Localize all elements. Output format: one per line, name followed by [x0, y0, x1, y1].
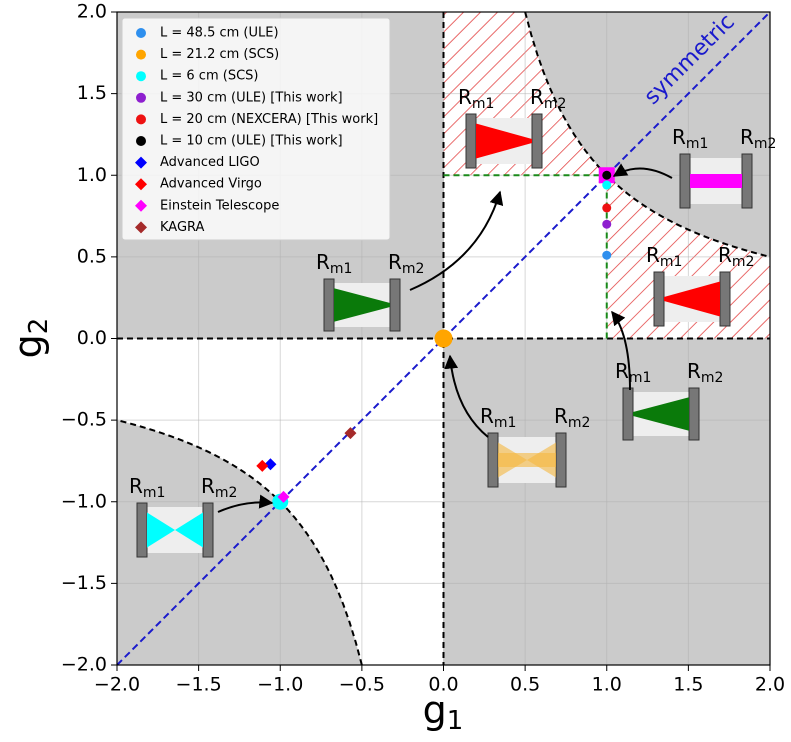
mirror-subscript: m1: [494, 415, 517, 431]
y-axis-label: g2: [6, 318, 54, 359]
mirror-subscript: m2: [732, 254, 755, 270]
legend-label: Advanced LIGO: [160, 155, 260, 170]
mirror-subscript: m2: [402, 261, 425, 277]
x-tick-label: −2.0: [94, 674, 140, 696]
y-axis-subscript: 2: [24, 318, 54, 335]
mirror-subscript: m1: [143, 485, 166, 501]
x-tick-label: −1.5: [176, 674, 222, 696]
mirror-subscript: m1: [629, 370, 652, 386]
x-axis-subscript: 1: [447, 706, 464, 736]
data-point: [602, 220, 611, 229]
y-tick-label: 0.5: [77, 245, 107, 267]
mirror: [488, 433, 498, 487]
mirror: [324, 279, 334, 331]
mirror: [742, 154, 752, 208]
mirror: [680, 154, 690, 208]
x-tick-label: 2.0: [755, 674, 785, 696]
mirror-symbol: R: [530, 85, 544, 109]
mirror-subscript: m1: [686, 136, 709, 152]
x-tick-label: 1.0: [592, 674, 622, 696]
legend-label: Einstein Telescope: [160, 198, 279, 213]
mirror: [689, 388, 699, 440]
legend-label: L = 20 cm (NEXCERA) [This work]: [160, 112, 378, 127]
mirror: [203, 503, 213, 557]
y-tick-label: −1.5: [61, 572, 107, 594]
mirror: [556, 433, 566, 487]
mirror-subscript: m1: [330, 261, 353, 277]
mirror: [466, 114, 476, 168]
mirror-symbol: R: [672, 125, 686, 149]
data-point: [435, 330, 453, 348]
legend-label: L = 48.5 cm (ULE): [160, 26, 279, 41]
mirror-subscript: m2: [544, 96, 567, 112]
mirror-symbol: R: [480, 404, 494, 428]
mirror-symbol: R: [740, 125, 754, 149]
mirror-subscript: m1: [472, 96, 495, 112]
x-tick-label: −1.0: [257, 674, 303, 696]
mirror: [623, 388, 633, 440]
mirror-symbol: R: [646, 243, 660, 267]
y-tick-label: 0.0: [77, 327, 107, 349]
x-tick-label: 0.5: [510, 674, 540, 696]
legend-label: KAGRA: [160, 220, 205, 235]
mirror-subscript: m1: [660, 254, 683, 270]
mirror-symbol: R: [316, 250, 330, 274]
mirror-symbol: R: [458, 85, 472, 109]
mirror-symbol: R: [201, 474, 215, 498]
y-axis-symbol: g: [6, 334, 50, 358]
mirror: [720, 272, 730, 326]
legend-label: L = 30 cm (ULE) [This work]: [160, 90, 343, 105]
legend-label: L = 21.2 cm (SCS): [160, 47, 279, 62]
mirror-symbol: R: [718, 243, 732, 267]
legend-marker: [136, 114, 146, 124]
mirror: [532, 114, 542, 168]
y-tick-label: −1.0: [61, 490, 107, 512]
chart: −2.0 −1.5 −1.0 −0.5 0.0 0.5 1.0 1.5 2.0 −2.0 −1.5 −…: [0, 0, 791, 742]
x-tick-label: 1.5: [673, 674, 703, 696]
mirror-subscript: m2: [215, 485, 238, 501]
mirror: [390, 279, 400, 331]
legend-marker: [136, 71, 146, 81]
legend-label: Advanced Virgo: [160, 177, 262, 192]
y-tick-label: −0.5: [61, 409, 107, 431]
y-tick-label: 1.0: [77, 164, 107, 186]
legend-marker: [136, 93, 146, 103]
mirror-subscript: m2: [754, 136, 777, 152]
beam: [690, 174, 742, 188]
mirror: [654, 272, 664, 326]
x-axis-symbol: g: [423, 688, 447, 732]
mirror-symbol: R: [615, 359, 629, 383]
legend-marker: [136, 50, 146, 60]
data-point: [602, 171, 611, 180]
legend-marker: [136, 28, 146, 38]
mirror-symbol: R: [388, 250, 402, 274]
legend-label: L = 10 cm (ULE) [This work]: [160, 134, 343, 149]
mirror-symbol: R: [554, 404, 568, 428]
data-point: [602, 251, 611, 260]
mirror-symbol: R: [687, 359, 701, 383]
mirror-subscript: m2: [701, 370, 724, 386]
data-point: [602, 181, 611, 190]
mirror: [137, 503, 147, 557]
data-point: [602, 203, 611, 212]
legend-marker: [136, 136, 146, 146]
y-tick-label: −2.0: [61, 654, 107, 676]
y-tick-label: 2.0: [77, 1, 107, 23]
x-tick-label: −0.5: [339, 674, 385, 696]
mirror-symbol: R: [129, 474, 143, 498]
y-tick-label: 1.5: [77, 82, 107, 104]
legend-label: L = 6 cm (SCS): [160, 69, 258, 84]
mirror-subscript: m2: [568, 415, 591, 431]
